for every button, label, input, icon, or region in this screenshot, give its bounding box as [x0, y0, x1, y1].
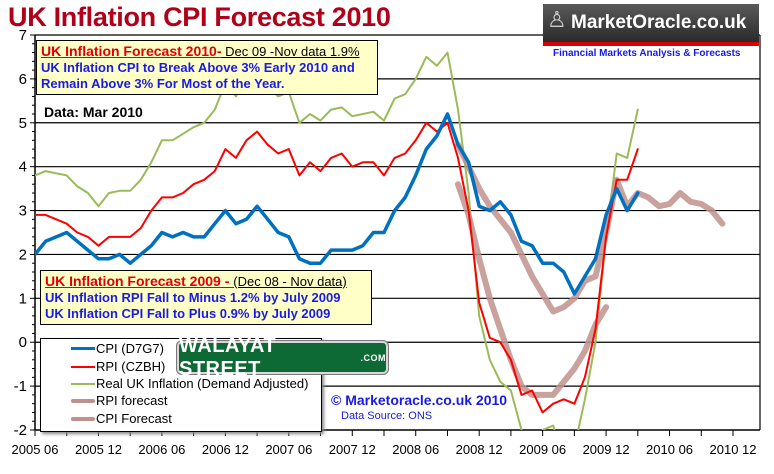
x-tick-label: 2009 12 [583, 442, 630, 457]
x-tick-label: 2006 06 [138, 442, 185, 457]
forecast-2009-box: UK Inflation Forecast 2009 - (Dec 08 - N… [40, 270, 372, 325]
legend-item-rpi: RPI (CZBH) [71, 359, 165, 374]
legend-swatch-rpi-forecast [71, 398, 95, 403]
legend-swatch-cpi-forecast [71, 416, 95, 421]
forecast-2010-box: UK Inflation Forecast 2010- Dec 09 -Nov … [36, 40, 378, 95]
forecast-2010-sub: Dec 09 -Nov data 1.9% [221, 44, 360, 59]
legend-item-real: Real UK Inflation (Demand Adjusted) [71, 376, 308, 391]
marketoracle-logo: ♙ MarketOracle.co.uk Financial Markets A… [543, 4, 759, 59]
logo-bar [543, 4, 759, 42]
legend-item-cpi-forecast: CPI Forecast [71, 411, 172, 426]
legend-item-rpi-forecast: RPI forecast [71, 393, 168, 408]
sign-suffix: .COM [360, 352, 386, 363]
logo-tagline: Financial Markets Analysis & Forecasts [553, 48, 741, 59]
data-source-text: Data Source: ONS [341, 410, 433, 422]
y-tick-label: 0 [19, 334, 27, 351]
data-date-label: Data: Mar 2010 [44, 104, 143, 120]
legend-label-cpi: CPI (D7G7) [96, 341, 164, 356]
y-tick-label: 5 [19, 115, 27, 132]
forecast-2009-line1: UK Inflation RPI Fall to Minus 1.2% by J… [45, 290, 341, 305]
x-tick-label: 2006 12 [202, 442, 249, 457]
legend-label-rpi-forecast: RPI forecast [96, 393, 168, 408]
sign-main: WALAYAT STREET [179, 334, 277, 380]
y-tick-label: 2 [19, 246, 27, 263]
series-line-real-uk-inflation-demand-adjusted [35, 51, 639, 430]
series-line-cpi-forecast [455, 141, 726, 315]
walayat-street-sign: WALAYAT STREET .COM [177, 335, 388, 380]
x-tick-label: 2008 12 [456, 442, 503, 457]
forecast-2009-sub: (Dec 08 - Nov data) [233, 274, 347, 289]
legend-swatch-real [71, 382, 95, 385]
copyright-text: © Marketoracle.co.uk 2010 [331, 392, 508, 408]
legend-item-cpi: CPI (D7G7) [71, 341, 164, 356]
chart-title: UK Inflation CPI Forecast 2010 [8, 2, 391, 32]
x-tick-label: 2007 12 [329, 442, 376, 457]
forecast-2010-line1: UK Inflation CPI to Break Above 3% Early… [41, 60, 355, 75]
series-line-rpi-czbh [35, 121, 639, 414]
x-tick-label: 2008 06 [392, 442, 439, 457]
y-tick-label: 1 [19, 290, 27, 307]
x-tick-label: 2010 06 [646, 442, 693, 457]
logo-name: MarketOracle.co.uk [571, 12, 747, 33]
legend-label-cpi-forecast: CPI Forecast [96, 411, 172, 426]
oracle-figure-icon: ♙ [547, 7, 567, 32]
logo-red-stripe [543, 42, 759, 46]
legend-swatch-cpi [71, 347, 95, 350]
series-line-cpi-d7g7 [35, 112, 640, 296]
x-tick-label: 2005 12 [75, 442, 122, 457]
legend-swatch-rpi [71, 365, 95, 368]
forecast-2010-line2: Remain Above 3% For Most of the Year. [41, 76, 285, 91]
forecast-2009-line2: UK Inflation CPI Fall to Plus 0.9% by Ju… [45, 306, 331, 321]
series-lines [35, 51, 726, 430]
series-line-rpi-forecast [455, 181, 610, 398]
x-tick-label: 2010 12 [710, 442, 757, 457]
y-tick-label: 3 [19, 203, 27, 220]
y-tick-label: 4 [19, 159, 27, 176]
legend-label-rpi: RPI (CZBH) [96, 359, 166, 374]
y-axis-ticks: 7 6 5 4 3 2 1 0 -1 -2 [14, 27, 35, 439]
y-tick-label: -1 [14, 378, 27, 395]
x-axis-ticks: 2005 06 2005 12 2006 06 2006 12 2007 06 2007 … [12, 430, 757, 457]
x-tick-label: 2009 06 [519, 442, 566, 457]
y-tick-label: -2 [14, 422, 27, 439]
y-tick-label: 6 [19, 71, 27, 88]
x-tick-label: 2005 06 [12, 442, 59, 457]
y-tick-label: 7 [19, 27, 27, 44]
forecast-2009-heading: UK Inflation Forecast 2009 - [45, 273, 234, 289]
legend-label-real: Real UK Inflation (Demand Adjusted) [96, 376, 309, 391]
forecast-2010-heading: UK Inflation Forecast 2010- [41, 43, 222, 59]
x-tick-label: 2007 06 [265, 442, 312, 457]
